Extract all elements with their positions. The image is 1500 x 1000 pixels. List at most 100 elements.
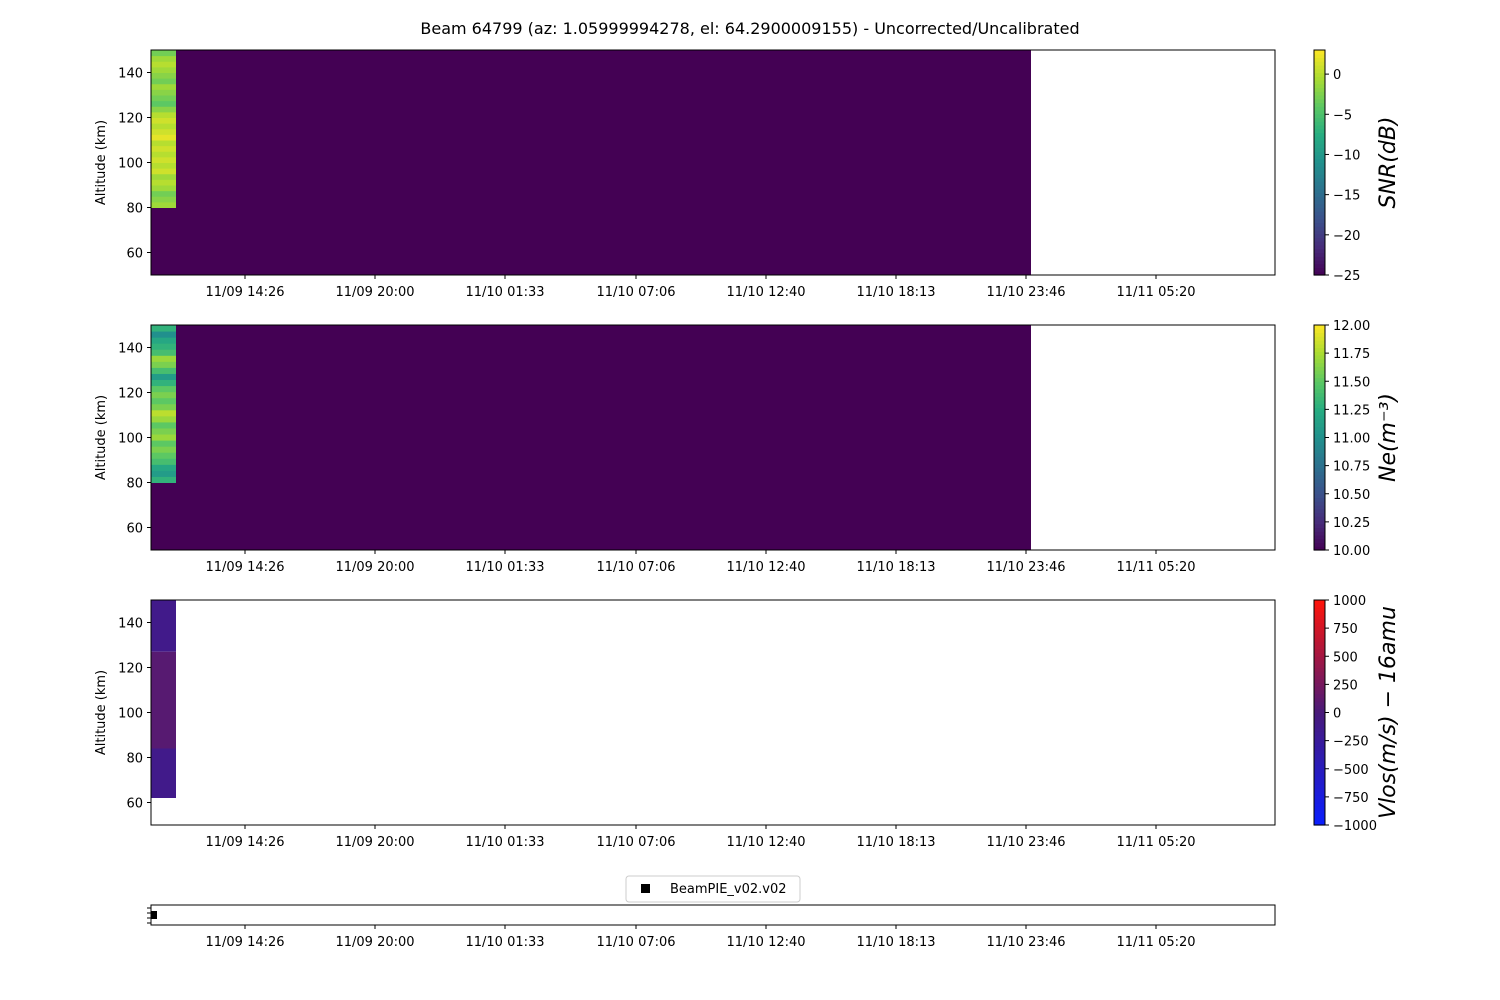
colorbar-tick-label: 12.00 bbox=[1333, 319, 1370, 334]
colorbar-segment bbox=[1314, 83, 1325, 89]
colorbar-segment bbox=[1314, 693, 1325, 699]
heatmap-cell bbox=[151, 185, 176, 192]
x-tick-label: 11/09 20:00 bbox=[335, 560, 414, 575]
colorbar-tick-label: −500 bbox=[1333, 763, 1369, 778]
colorbar-tick-label: 11.25 bbox=[1333, 403, 1370, 418]
colorbar-label: SNR(dB) bbox=[1376, 117, 1401, 209]
colorbar-segment bbox=[1314, 241, 1325, 246]
x-tick-label: 11/10 18:13 bbox=[856, 560, 935, 575]
x-tick-label: 11/11 05:20 bbox=[1116, 560, 1195, 575]
y-axis-label: Altitude (km) bbox=[94, 670, 109, 755]
colorbar-segment bbox=[1314, 252, 1325, 257]
colorbar-segment bbox=[1314, 813, 1325, 819]
colorbar-segment bbox=[1314, 471, 1325, 476]
colorbar-tick-label: −25 bbox=[1333, 269, 1360, 284]
colorbar-segment bbox=[1314, 445, 1325, 450]
heatmap-cell bbox=[151, 427, 176, 435]
colorbar-segment bbox=[1314, 701, 1325, 706]
panel-ne: 60 80 100 120 140 11/09 14:26 11/09 20:00 11/10… bbox=[94, 319, 1401, 575]
y-tick-label: 80 bbox=[126, 477, 143, 492]
colorbar-segment bbox=[1314, 102, 1325, 107]
colorbar-segment bbox=[1314, 362, 1325, 367]
colorbar-segment bbox=[1314, 222, 1325, 227]
x-tick-label: 11/09 20:00 bbox=[335, 285, 414, 300]
x-tick-label: 11/10 18:13 bbox=[856, 835, 935, 850]
colorbar-segment bbox=[1314, 750, 1325, 755]
colorbar-segment bbox=[1314, 143, 1325, 149]
x-tick-label: 11/10 23:46 bbox=[986, 560, 1065, 575]
colorbar-segment bbox=[1314, 611, 1325, 616]
colorbar-segment bbox=[1314, 233, 1325, 239]
colorbar-segment bbox=[1314, 215, 1325, 220]
colorbar-segment bbox=[1314, 757, 1325, 762]
heatmap-cell bbox=[151, 179, 176, 186]
colorbar-segment bbox=[1314, 637, 1325, 642]
colorbar-segment bbox=[1314, 630, 1325, 635]
heatmap-cell bbox=[151, 66, 176, 73]
colorbar-segment bbox=[1314, 475, 1325, 480]
colorbar-tick-label: 10.00 bbox=[1333, 544, 1370, 559]
heatmap-cell bbox=[151, 196, 176, 203]
x-tick-label: 11/09 20:00 bbox=[335, 935, 414, 950]
y-tick-label: 120 bbox=[118, 662, 143, 677]
colorbar-segment bbox=[1314, 377, 1325, 382]
colorbar-segment bbox=[1314, 463, 1325, 469]
colorbar-segment bbox=[1314, 117, 1325, 122]
colorbar-segment bbox=[1314, 328, 1325, 334]
y-tick-label: 60 bbox=[126, 522, 143, 537]
y-tick-label: 60 bbox=[126, 247, 143, 262]
heatmap-cell bbox=[151, 415, 176, 423]
y-tick-label: 60 bbox=[126, 797, 143, 812]
colorbar-segment bbox=[1314, 325, 1325, 330]
colorbar-segment bbox=[1314, 686, 1325, 691]
colorbar-tick-label: 11.75 bbox=[1333, 347, 1370, 362]
colorbar-segment bbox=[1314, 682, 1325, 687]
colorbar-segment bbox=[1314, 158, 1325, 164]
colorbar-segment bbox=[1314, 396, 1325, 401]
colorbar-segment bbox=[1314, 388, 1325, 394]
legend: BeamPIE_v02.v02 bbox=[625, 875, 801, 903]
colorbar-segment bbox=[1314, 460, 1325, 465]
y-tick-label: 80 bbox=[126, 752, 143, 767]
colorbar-segment bbox=[1314, 633, 1325, 639]
colorbar-segment bbox=[1314, 61, 1325, 66]
heatmap-cell bbox=[151, 111, 176, 118]
colorbar-segment bbox=[1314, 358, 1325, 364]
colorbar-segment bbox=[1314, 400, 1325, 405]
colorbar-segment bbox=[1314, 776, 1325, 781]
colorbar-tick-label: 500 bbox=[1333, 650, 1358, 665]
colorbar-segment bbox=[1314, 512, 1325, 517]
x-tick-label: 11/10 23:46 bbox=[986, 285, 1065, 300]
colorbar-segment bbox=[1314, 260, 1325, 265]
heatmap-cell bbox=[151, 117, 176, 124]
colorbar-segment bbox=[1314, 125, 1325, 130]
colorbar-segment bbox=[1314, 486, 1325, 491]
x-tick-label: 11/10 23:46 bbox=[986, 835, 1065, 850]
heatmap-cell bbox=[151, 106, 176, 113]
colorbar-segment bbox=[1314, 87, 1325, 92]
colorbar-tick-label: 1000 bbox=[1333, 594, 1366, 609]
colorbar-segment bbox=[1314, 600, 1325, 605]
colorbar-segment bbox=[1314, 53, 1325, 59]
colorbar-segment bbox=[1314, 433, 1325, 439]
colorbar-segment bbox=[1314, 98, 1325, 104]
heatmap-cell bbox=[151, 397, 176, 405]
colorbar-tick-label: −750 bbox=[1333, 791, 1369, 806]
colorbar-segment bbox=[1314, 403, 1325, 409]
colorbar-tick-label: 0 bbox=[1333, 68, 1341, 83]
heatmap-cell bbox=[151, 349, 176, 356]
colorbar-segment bbox=[1314, 271, 1325, 276]
x-tick-label: 11/10 01:33 bbox=[465, 835, 544, 850]
colorbar-segment bbox=[1314, 607, 1325, 612]
colorbar-tick-label: 10.50 bbox=[1333, 488, 1370, 503]
x-tick-label: 11/10 23:46 bbox=[986, 935, 1065, 950]
colorbar-segment bbox=[1314, 452, 1325, 457]
x-tick-label: 11/10 18:13 bbox=[856, 285, 935, 300]
colorbar-segment bbox=[1314, 140, 1325, 145]
heatmap-cell bbox=[151, 391, 176, 399]
colorbar-segment bbox=[1314, 626, 1325, 631]
colorbar-segment bbox=[1314, 531, 1325, 536]
y-tick-label: 100 bbox=[118, 432, 143, 447]
colorbar-segment bbox=[1314, 426, 1325, 431]
colorbar-segment bbox=[1314, 648, 1325, 654]
